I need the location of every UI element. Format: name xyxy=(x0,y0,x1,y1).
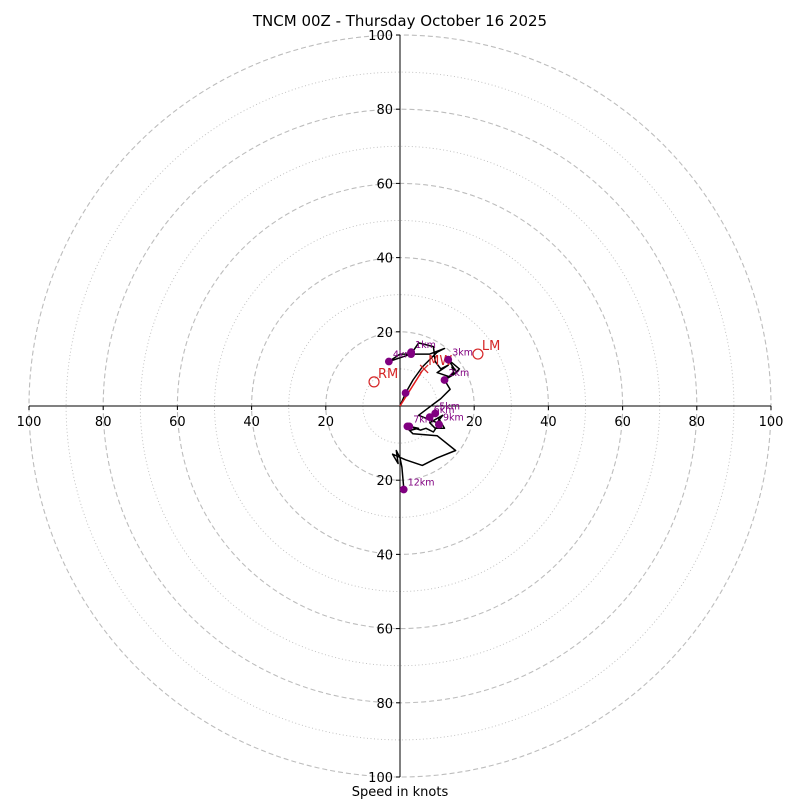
x-tick-label: 60 xyxy=(614,415,631,430)
height-marker-label: 7km xyxy=(413,414,434,425)
y-tick-label: 40 xyxy=(376,252,393,267)
mean-wind-marker xyxy=(419,364,429,374)
shear-vector-line xyxy=(399,370,423,407)
x-tick-label: 20 xyxy=(318,415,335,430)
height-marker-dot xyxy=(431,409,440,418)
axis-tick-labels: 100 80 60 40 20 20 40 60 80 100 100 80 60 40 20 20 40 60 8… xyxy=(17,29,784,786)
y-tick-label: 80 xyxy=(376,103,393,118)
y-tick-label: 20 xyxy=(376,474,393,489)
x-tick-label: 40 xyxy=(243,415,260,430)
chart-title: TNCM 00Z - Thursday October 16 2025 xyxy=(252,12,547,30)
x-tick-label: 80 xyxy=(95,415,112,430)
x-tick-label: 100 xyxy=(759,415,784,430)
left-mover-label: LM xyxy=(482,339,500,354)
right-mover-label: RM xyxy=(378,367,398,382)
height-marker-dot xyxy=(407,350,416,358)
height-marker-dot xyxy=(401,389,410,397)
height-marker-dot xyxy=(440,376,449,384)
height-marker-label: 6km xyxy=(434,405,455,416)
y-tick-label: 100 xyxy=(368,771,393,786)
y-tick-label: 60 xyxy=(376,177,393,192)
x-axis-label: Speed in knots xyxy=(352,785,449,800)
y-tick-label: 40 xyxy=(376,548,393,563)
height-marker-label: 5km xyxy=(439,401,460,412)
height-marker-dot xyxy=(444,355,453,364)
height-marker-label: 4km xyxy=(393,349,414,360)
left-mover-marker xyxy=(472,348,484,360)
y-tick-label: 80 xyxy=(376,697,393,712)
x-tick-label: 20 xyxy=(466,415,483,430)
height-marker-dot xyxy=(435,420,443,429)
y-tick-label: 60 xyxy=(376,623,393,638)
height-marker-label: 2km xyxy=(449,368,470,379)
x-tick-label: 100 xyxy=(17,415,42,430)
height-marker-dot xyxy=(425,413,434,422)
wind-trace-line xyxy=(388,342,461,488)
x-tick-label: 80 xyxy=(689,415,706,430)
x-tick-label: 40 xyxy=(540,415,557,430)
height-marker-dot xyxy=(399,485,408,494)
height-marker-dot xyxy=(403,422,412,431)
wind-trace-group xyxy=(388,342,461,488)
y-tick-label: 100 xyxy=(368,29,393,44)
height-marker-label: 1km xyxy=(415,340,436,351)
height-marker-label: 12km xyxy=(408,477,435,488)
right-mover-marker xyxy=(368,376,380,388)
x-tick-label: 60 xyxy=(169,415,186,430)
height-marker-label: 3km xyxy=(452,348,473,359)
height-marker-dot xyxy=(384,357,393,366)
y-tick-label: 20 xyxy=(376,326,393,341)
height-marker-label: 9km xyxy=(443,413,464,424)
